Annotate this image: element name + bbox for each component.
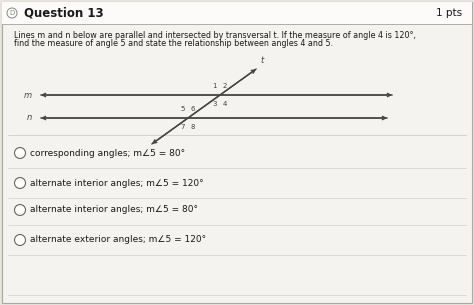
Text: 5: 5 [181, 106, 185, 112]
Text: alternate exterior angles; m∠5 = 120°: alternate exterior angles; m∠5 = 120° [30, 235, 206, 245]
Bar [2, 2, 472, 24]
Text: alternate interior angles; m∠5 = 80°: alternate interior angles; m∠5 = 80° [30, 206, 198, 214]
Circle shape [15, 235, 26, 246]
Text: 3: 3 [212, 101, 217, 107]
FancyBboxPatch shape [2, 2, 472, 303]
Text: Question 13: Question 13 [24, 6, 104, 20]
Circle shape [7, 8, 17, 18]
Text: 1: 1 [212, 83, 217, 89]
Text: 2: 2 [223, 83, 228, 89]
Text: 7: 7 [181, 124, 185, 130]
Text: Lines m and n below are parallel and intersected by transversal t. If the measur: Lines m and n below are parallel and int… [14, 30, 416, 40]
Text: 1 pts: 1 pts [436, 8, 462, 18]
Text: 8: 8 [191, 124, 195, 130]
Text: m: m [24, 91, 32, 99]
Text: D: D [9, 10, 15, 16]
Text: 4: 4 [223, 101, 228, 107]
Text: t: t [260, 56, 264, 65]
Text: find the measure of angle 5 and state the relationship between angles 4 and 5.: find the measure of angle 5 and state th… [14, 40, 333, 48]
Text: 6: 6 [191, 106, 195, 112]
Circle shape [15, 148, 26, 159]
Circle shape [15, 178, 26, 188]
Text: corresponding angles; m∠5 = 80°: corresponding angles; m∠5 = 80° [30, 149, 185, 157]
Circle shape [15, 204, 26, 216]
Text: alternate interior angles; m∠5 = 120°: alternate interior angles; m∠5 = 120° [30, 178, 204, 188]
Text: n: n [27, 113, 32, 123]
